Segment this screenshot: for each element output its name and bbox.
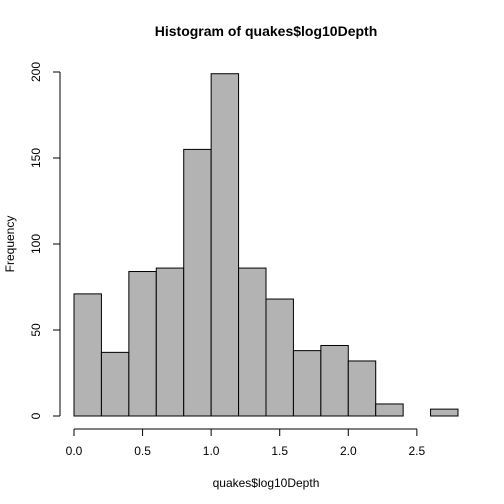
y-tick-label: 50 — [29, 323, 43, 337]
x-axis-label: quakes$log10Depth — [213, 476, 320, 490]
chart-title: Histogram of quakes$log10Depth — [155, 23, 378, 39]
histogram-bar — [320, 344, 349, 417]
y-axis: 0 50 100 150 200 — [29, 62, 61, 419]
histogram-bar — [155, 267, 185, 417]
histogram-bar — [375, 403, 404, 417]
histogram-bar — [265, 298, 294, 417]
histogram-bar — [210, 73, 240, 417]
x-tick-label: 0.5 — [134, 444, 151, 458]
x-tick-label: 2.0 — [340, 444, 357, 458]
histogram-bar — [128, 271, 157, 417]
histogram-bar — [347, 360, 377, 417]
x-tick-label: 1.0 — [203, 444, 220, 458]
bars-group — [73, 73, 459, 417]
histogram-bar — [430, 408, 459, 417]
histogram-bar — [292, 350, 322, 417]
x-tick-label: 0.0 — [66, 444, 83, 458]
y-axis-label: Frequency — [3, 216, 17, 273]
y-tick-label: 200 — [29, 62, 43, 82]
histogram-bar — [238, 267, 267, 417]
histogram-bar — [100, 351, 130, 417]
y-tick-label: 150 — [29, 148, 43, 168]
histogram-bar — [183, 148, 212, 417]
y-tick-label: 100 — [29, 234, 43, 254]
y-tick-label: 0 — [29, 412, 43, 419]
x-tick-label: 1.5 — [271, 444, 288, 458]
x-tick-label: 2.5 — [409, 444, 426, 458]
x-axis: 0.0 0.5 1.0 1.5 2.0 2.5 — [66, 428, 426, 458]
histogram-bar — [73, 293, 102, 417]
